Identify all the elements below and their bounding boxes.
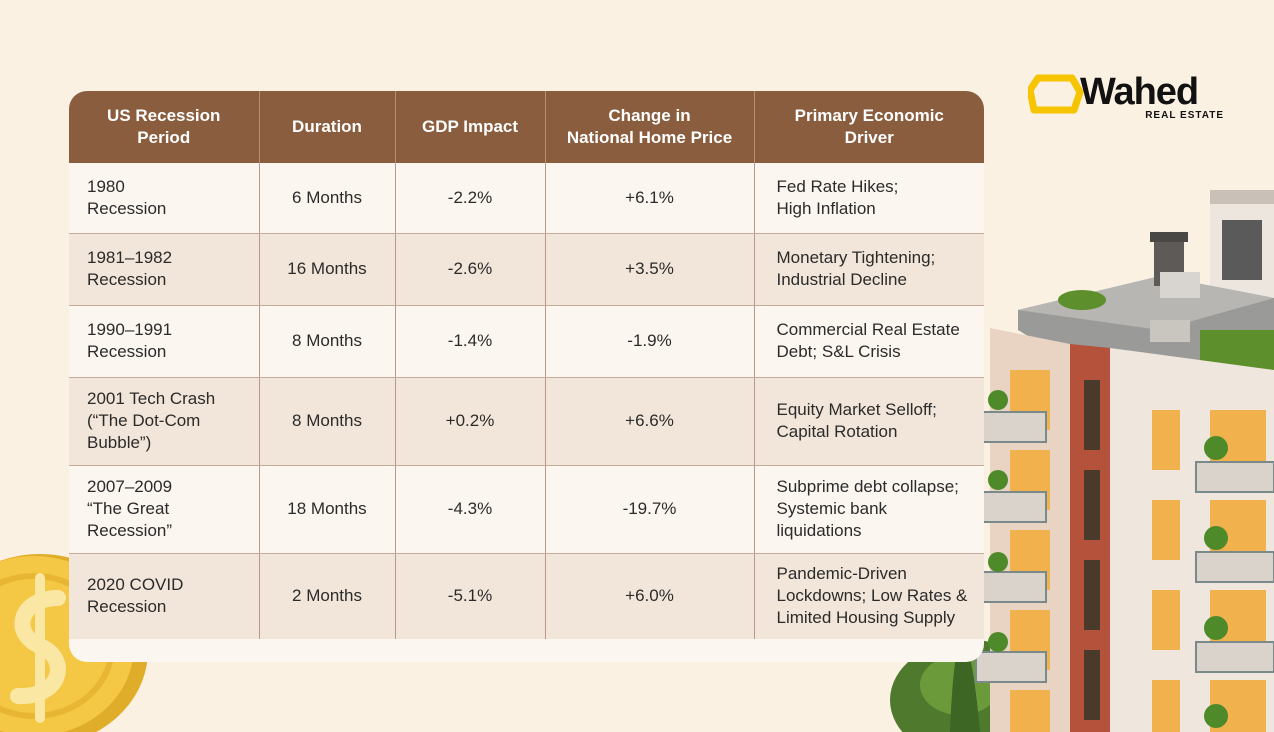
economic-driver-cell: Monetary Tightening; Industrial Decline	[754, 233, 984, 306]
duration-cell: 2 Months	[259, 553, 396, 639]
period-cell: 2001 Tech Crash (“The Dot-Com Bubble”)	[69, 377, 260, 466]
duration-cell: 8 Months	[259, 305, 396, 378]
col-header-economic-driver: Primary Economic Driver	[754, 91, 984, 163]
period-cell: 1980 Recession	[69, 163, 260, 234]
col-header-duration: Duration	[259, 91, 396, 163]
home-price-change-cell: -1.9%	[545, 305, 755, 378]
col-header-period: US Recession Period	[69, 91, 260, 163]
duration-cell: 8 Months	[259, 377, 396, 466]
period-cell: 2007–2009 “The Great Recession”	[69, 465, 260, 554]
table-body: 1980 Recession 6 Months -2.2% +6.1% Fed Rate…	[69, 163, 984, 639]
duration-cell: 16 Months	[259, 233, 396, 306]
period-cell: 1981–1982 Recession	[69, 233, 260, 306]
table-row: 2007–2009 “The Great Recession” 18 Months…	[69, 465, 984, 554]
period-cell: 2020 COVID Recession	[69, 553, 260, 639]
gdp-impact-cell: -2.6%	[395, 233, 546, 306]
gdp-impact-cell: +0.2%	[395, 377, 546, 466]
table-header: US Recession Period Duration GDP Impact Cha…	[69, 91, 984, 163]
economic-driver-cell: Commercial Real Estate Debt; S&L Crisis	[754, 305, 984, 378]
table-row: 1981–1982 Recession 16 Months -2.6% +3.5% Mo…	[69, 233, 984, 306]
duration-cell: 6 Months	[259, 163, 396, 234]
logo-subtitle: REAL ESTATE	[1145, 110, 1224, 121]
logo-name: Wahed	[1080, 71, 1199, 113]
economic-driver-cell: Pandemic-Driven Lockdowns; Low Rates & L…	[754, 553, 984, 639]
col-header-gdp-impact: GDP Impact	[395, 91, 546, 163]
gdp-impact-cell: -1.4%	[395, 305, 546, 378]
home-price-change-cell: -19.7%	[545, 465, 755, 554]
col-header-home-price-change: Change in National Home Price	[545, 91, 755, 163]
table-row: 2020 COVID Recession 2 Months -5.1% +6.0% Pa…	[69, 553, 984, 639]
home-price-change-cell: +6.6%	[545, 377, 755, 466]
table-row: 1990–1991 Recession 8 Months -1.4% -1.9% Com…	[69, 305, 984, 378]
economic-driver-cell: Fed Rate Hikes; High Inflation	[754, 163, 984, 234]
table-row: 2001 Tech Crash (“The Dot-Com Bubble”) 8 …	[69, 377, 984, 466]
period-cell: 1990–1991 Recession	[69, 305, 260, 378]
gdp-impact-cell: -5.1%	[395, 553, 546, 639]
gdp-impact-cell: -4.3%	[395, 465, 546, 554]
table-row: 1980 Recession 6 Months -2.2% +6.1% Fed Rate…	[69, 163, 984, 234]
recession-table: US Recession Period Duration GDP Impact Cha…	[69, 91, 984, 639]
duration-cell: 18 Months	[259, 465, 396, 554]
economic-driver-cell: Equity Market Selloff; Capital Rotation	[754, 377, 984, 466]
economic-driver-cell: Subprime debt collapse; Systemic bank li…	[754, 465, 984, 554]
building-illustration	[890, 190, 1274, 732]
recession-table-card: US Recession Period Duration GDP Impact Cha…	[69, 91, 984, 662]
wahed-logo: Wahed REAL ESTATE	[1028, 72, 1228, 122]
home-price-change-cell: +3.5%	[545, 233, 755, 306]
wahed-logo-icon	[1028, 74, 1084, 114]
gdp-impact-cell: -2.2%	[395, 163, 546, 234]
home-price-change-cell: +6.1%	[545, 163, 755, 234]
home-price-change-cell: +6.0%	[545, 553, 755, 639]
